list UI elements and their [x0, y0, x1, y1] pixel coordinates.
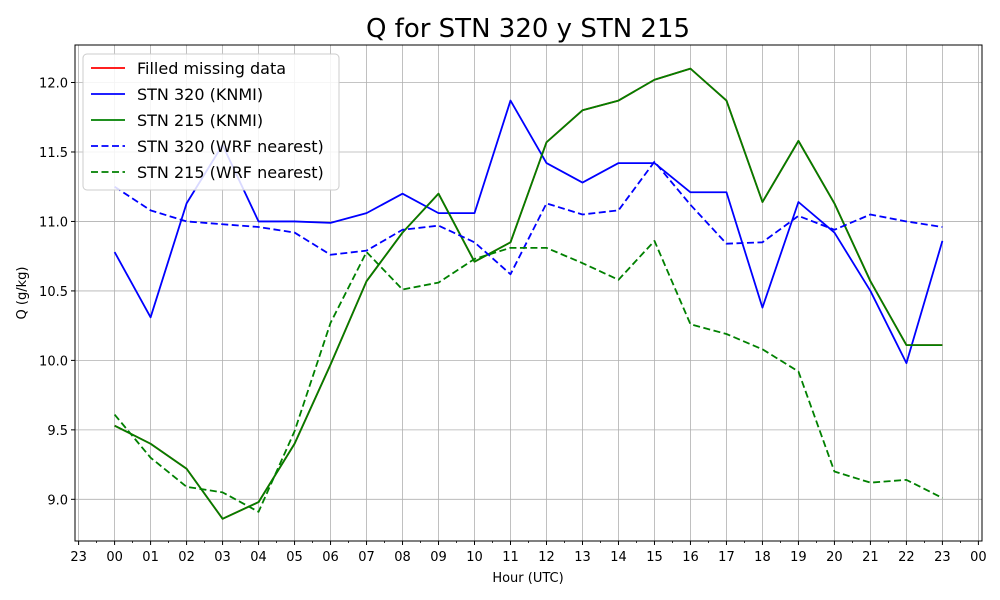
series-line-stn-215-knmi [114, 67, 943, 520]
series-line-stn-215-wrf-nearest [113, 239, 943, 513]
x-tick-label: 05 [286, 550, 303, 565]
x-tick-label: 06 [322, 550, 339, 565]
y-axis: 9.0 9.5 10.0 10.5 11.0 11.5 12.0 [39, 77, 75, 508]
y-tick-label: 11.5 [39, 146, 68, 161]
x-tick-label: 04 [250, 550, 267, 565]
legend-label: STN 215 (KNMI) [137, 111, 263, 130]
y-tick-label: 12.0 [39, 77, 68, 92]
y-axis-label: Q (g/kg) [15, 267, 30, 320]
series-lines [113, 67, 944, 520]
x-tick-label: 21 [862, 550, 879, 565]
x-tick-label: 11 [502, 550, 519, 565]
x-tick-label: 22 [898, 550, 915, 565]
x-tick-label: 07 [358, 550, 375, 565]
x-tick-label: 03 [214, 550, 231, 565]
x-tick-label: 23 [934, 550, 951, 565]
x-axis-label: Hour (UTC) [492, 571, 563, 586]
legend-label: STN 320 (WRF nearest) [137, 137, 324, 156]
x-tick-label: 20 [826, 550, 843, 565]
y-tick-label: 9.5 [47, 424, 68, 439]
x-tick-label: 18 [754, 550, 771, 565]
x-tick-label: 16 [682, 550, 699, 565]
x-tick-label: 00 [970, 550, 987, 565]
legend: Filled missing data STN 320 (KNMI) STN 215… [82, 53, 340, 191]
x-tick-label: 01 [142, 550, 159, 565]
x-tick-label: 14 [610, 550, 627, 565]
legend-items: Filled missing data STN 320 (KNMI) STN 215… [91, 59, 324, 182]
y-tick-label: 9.0 [47, 493, 68, 508]
y-tick-label: 10.0 [39, 354, 68, 369]
legend-label: STN 215 (WRF nearest) [137, 163, 324, 182]
x-tick-label: 02 [178, 550, 195, 565]
x-tick-label: 10 [466, 550, 483, 565]
x-tick-label: 19 [790, 550, 807, 565]
x-tick-label: 15 [646, 550, 663, 565]
x-tick-label: 12 [538, 550, 555, 565]
legend-label: Filled missing data [137, 59, 286, 78]
series-line-stn-320-wrf-nearest [114, 160, 943, 276]
x-tick-label: 17 [718, 550, 735, 565]
x-tick-label: 00 [106, 550, 123, 565]
legend-box [82, 53, 340, 191]
legend-label: STN 320 (KNMI) [137, 85, 263, 104]
x-tick-label: 08 [394, 550, 411, 565]
x-tick-label: 23 [70, 550, 87, 565]
x-tick-label: 13 [574, 550, 591, 565]
chart-title: Q for STN 320 y STN 215 [366, 14, 690, 44]
x-axis: 23 00 01 02 03 04 05 06 07 08 09 10 11 12 13 14 15 16 17 18… [70, 541, 987, 565]
series-line-stn-320-knmi [113, 99, 944, 365]
y-tick-label: 10.5 [39, 285, 68, 300]
y-tick-label: 11.0 [39, 215, 68, 230]
x-tick-label: 09 [430, 550, 447, 565]
